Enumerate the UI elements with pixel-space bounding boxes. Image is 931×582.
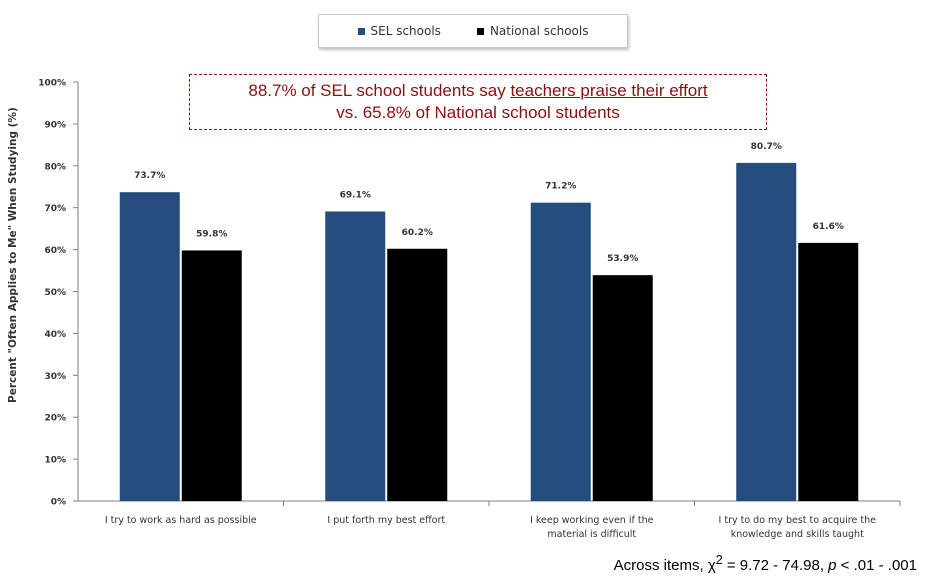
footnote-mid: = 9.72 - 74.98, [722, 557, 829, 574]
data-label: 60.2% [402, 228, 433, 238]
footnote-prefix: Across items, [613, 557, 708, 574]
x-tick-label: knowledge and skills taught [731, 529, 864, 540]
x-tick-label: I put forth my best effort [327, 515, 445, 526]
data-label: 69.1% [340, 190, 371, 200]
footnote-suffix: < .01 - .001 [836, 557, 917, 574]
callout-text-a: 88.7% of SEL school students say [248, 81, 511, 100]
callout-line-1: 88.7% of SEL school students say teacher… [248, 80, 707, 102]
y-tick-label: 0% [51, 498, 66, 508]
data-label: 61.6% [813, 222, 844, 232]
data-label: 53.9% [607, 254, 638, 264]
legend-item-sel: SEL schools [357, 24, 441, 38]
legend-label-national: National schools [489, 24, 589, 38]
x-tick-label: I try to work as hard as possible [105, 515, 257, 526]
footnote-p: p [828, 557, 837, 574]
callout-text-underlined: teachers praise their effort [510, 81, 708, 100]
bar-national [387, 248, 448, 501]
y-tick-label: 90% [44, 120, 66, 130]
y-tick-label: 80% [44, 162, 66, 172]
legend-swatch-sel [357, 27, 365, 35]
y-tick-label: 30% [44, 372, 66, 382]
bar-national [181, 250, 242, 501]
y-tick-label: 50% [44, 288, 66, 298]
bar-sel [119, 192, 180, 501]
legend-item-national: National schools [476, 24, 589, 38]
footnote: Across items, χ2 = 9.72 - 74.98, p < .01… [614, 553, 917, 574]
y-tick-label: 40% [44, 330, 66, 340]
bar-sel [325, 211, 386, 501]
bar-national [798, 242, 859, 501]
legend-label-sel: SEL schools [370, 24, 441, 38]
bar-sel [530, 202, 591, 501]
bar-sel [736, 162, 797, 501]
callout-box: 88.7% of SEL school students say teacher… [189, 74, 767, 130]
data-label: 71.2% [545, 182, 576, 192]
data-label: 59.8% [196, 229, 227, 239]
legend: SEL schools National schools [318, 14, 628, 48]
y-tick-label: 10% [44, 456, 66, 466]
callout-line-2: vs. 65.8% of National school students [336, 103, 620, 122]
y-tick-label: 100% [38, 79, 66, 89]
legend-swatch-national [476, 27, 484, 35]
y-tick-label: 60% [44, 246, 66, 256]
y-tick-label: 20% [44, 414, 66, 424]
y-tick-label: 70% [44, 204, 66, 214]
x-tick-label: I keep working even if the [530, 515, 654, 526]
x-tick-label: I try to do my best to acquire the [719, 515, 877, 526]
x-tick-label: material is difficult [547, 529, 636, 540]
footnote-sup: 2 [715, 553, 723, 567]
data-label: 73.7% [134, 171, 165, 181]
bar-national [592, 275, 653, 501]
footnote-chi: χ [707, 557, 716, 574]
data-label: 80.7% [751, 142, 782, 152]
